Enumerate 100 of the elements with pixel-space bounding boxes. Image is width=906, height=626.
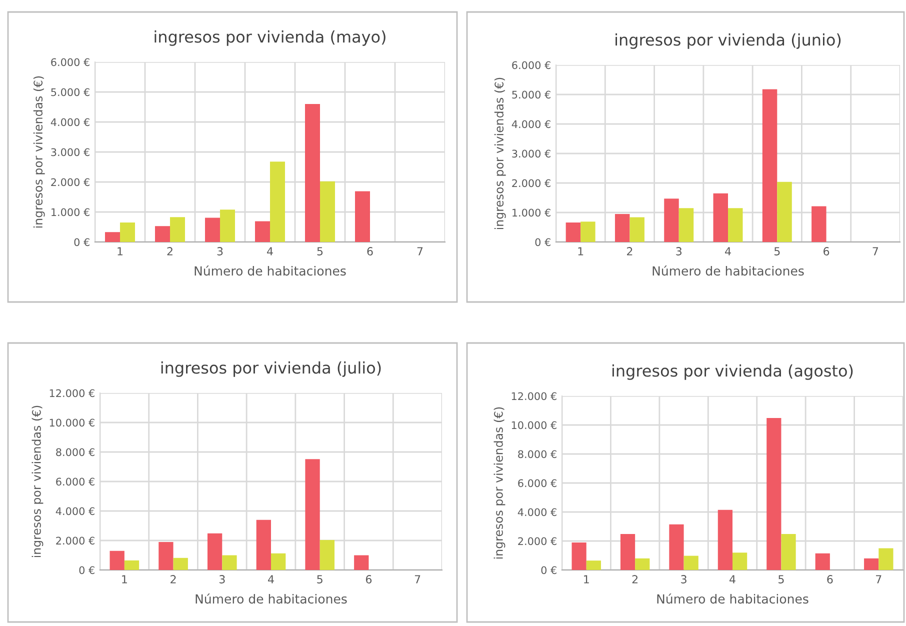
y-tick-label: 2.000 € [518,537,556,546]
chart-title: ingresos por vivienda (agosto) [612,364,853,380]
bar [678,208,694,242]
bar [270,162,285,242]
y-tick-label: 5.000 € [512,90,550,99]
bar [305,459,320,570]
x-tick-label: 3 [217,247,223,256]
y-tick-label: 1.000 € [52,208,90,216]
bar [878,548,894,570]
y-axis-title: ingresos por viviendas (€) [494,78,506,230]
bar [815,553,830,570]
bar [781,534,796,570]
bar [684,556,698,570]
x-tick-label: 4 [267,247,273,256]
chart-title: ingresos por vivienda (mayo) [154,30,386,46]
bar [586,560,601,570]
x-axis-title: Número de habitaciones [652,265,804,276]
x-tick-label: 7 [414,575,420,584]
y-tick-label: 0 € [535,238,550,246]
x-tick-label: 1 [584,575,589,584]
chart-title: ingresos por vivienda (julio) [161,361,381,377]
bar [255,221,270,242]
y-tick-label: 12.000 € [512,392,556,400]
bar [170,217,185,242]
bar [155,226,170,242]
x-tick-label: 4 [725,247,731,256]
y-tick-label: 4.000 € [56,507,94,516]
bar [766,418,782,570]
x-tick-label: 4 [268,575,274,584]
chart-title: ingresos por vivienda (junio) [616,33,841,49]
bar [713,193,728,242]
bar [124,560,140,570]
y-tick-label: 8.000 € [56,448,94,456]
x-tick-label: 3 [219,575,225,584]
y-tick-label: 3.000 € [512,150,550,158]
bar [207,533,222,570]
x-tick-label: 2 [167,247,172,256]
bar [305,104,320,242]
x-axis-title: Número de habitaciones [196,593,347,604]
x-axis-title: Número de habitaciones [657,593,808,604]
y-tick-label: 8.000 € [518,450,556,458]
y-tick-label: 0 € [79,566,94,574]
y-tick-label: 0 € [74,238,90,246]
x-tick-label: 6 [827,575,833,584]
bar [355,191,370,242]
bar [205,218,220,242]
bar [173,558,188,570]
bar [580,222,596,242]
y-tick-label: 10.000 € [50,418,94,427]
x-tick-label: 2 [626,247,632,256]
bar [222,555,237,570]
x-tick-label: 5 [774,247,780,256]
y-tick-label: 2.000 € [51,178,90,186]
x-tick-label: 6 [366,575,372,584]
y-tick-label: 12.000 € [50,389,94,398]
y-tick-label: 4.000 € [518,508,556,516]
bar [669,524,684,570]
bar [271,553,286,570]
y-tick-label: 6.000 € [56,478,94,486]
y-axis-title: ingresos por viviendas (€) [494,407,506,559]
x-tick-label: 5 [317,247,323,256]
y-tick-label: 6.000 € [51,58,90,66]
y-axis-title: ingresos por viviendas (€) [33,76,45,228]
x-tick-label: 2 [170,575,176,584]
bar [320,540,335,570]
bar [812,206,826,242]
bar [614,214,630,242]
bar [566,222,581,242]
bar [105,232,120,242]
y-tick-label: 1.000 € [512,208,550,217]
x-tick-label: 2 [632,575,638,584]
x-tick-label: 1 [122,575,127,584]
bar [664,198,679,242]
bar [728,208,743,242]
y-tick-label: 2.000 € [512,179,550,188]
bar [220,210,235,242]
bar [256,520,271,570]
bar [718,510,732,570]
x-tick-label: 5 [317,575,322,584]
bar [572,542,586,570]
y-axis-title: ingresos por viviendas (€) [32,406,44,558]
x-tick-label: 7 [876,575,882,584]
bar [320,181,335,242]
x-tick-label: 1 [578,247,584,256]
x-tick-label: 5 [778,575,784,584]
y-tick-label: 4.000 € [50,118,90,126]
x-tick-label: 7 [872,247,878,256]
x-tick-label: 6 [367,247,373,256]
bar [762,89,778,242]
bar [635,558,650,570]
x-tick-label: 3 [681,575,686,584]
bar [864,558,879,570]
y-tick-label: 10.000 € [512,421,556,430]
bar [354,555,369,570]
y-tick-label: 5.000 € [51,88,90,96]
y-tick-label: 3.000 € [51,148,90,156]
x-tick-label: 4 [730,575,736,584]
bar [732,552,748,570]
y-tick-label: 6.000 € [518,479,556,488]
y-tick-label: 4.000 € [512,120,550,128]
